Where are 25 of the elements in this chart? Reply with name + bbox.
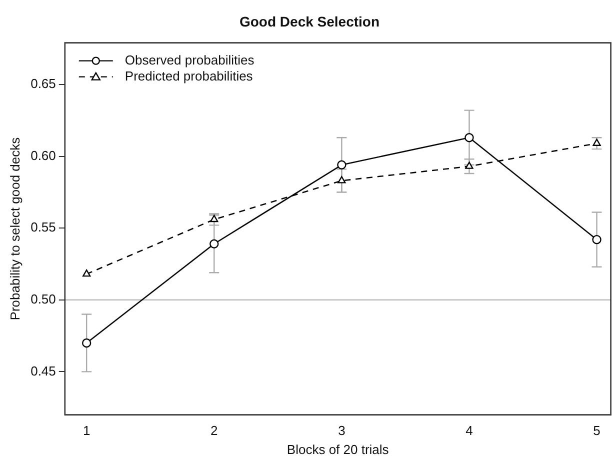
y-tick-label: 0.55 bbox=[30, 220, 56, 235]
y-tick-label: 0.60 bbox=[30, 148, 56, 163]
point bbox=[210, 214, 218, 222]
x-tick-label: 5 bbox=[593, 423, 600, 438]
y-tick-label: 0.65 bbox=[30, 76, 56, 92]
x-tick-label: 1 bbox=[82, 423, 90, 438]
legend-label: Predicted probabilities bbox=[124, 68, 254, 84]
point bbox=[210, 239, 219, 248]
point bbox=[592, 138, 601, 146]
point bbox=[592, 234, 602, 244]
point bbox=[465, 162, 474, 169]
x-axis-title: Blocks of 20 trials bbox=[286, 442, 390, 457]
point bbox=[464, 132, 474, 142]
legend-label: Observed probabilities bbox=[124, 52, 255, 68]
point bbox=[337, 160, 346, 170]
x-tick-label: 4 bbox=[466, 423, 473, 438]
x-tick-label: 2 bbox=[210, 423, 218, 438]
point bbox=[82, 338, 92, 348]
y-tick-label: 0.50 bbox=[30, 291, 56, 306]
point bbox=[338, 176, 346, 184]
x-tick-label: 3 bbox=[338, 423, 346, 438]
y-axis-title: Probability to select good decks bbox=[7, 136, 22, 320]
y-tick-label: 0.45 bbox=[30, 363, 56, 378]
chart-title: Good Deck Selection bbox=[239, 13, 380, 30]
point bbox=[82, 269, 91, 277]
